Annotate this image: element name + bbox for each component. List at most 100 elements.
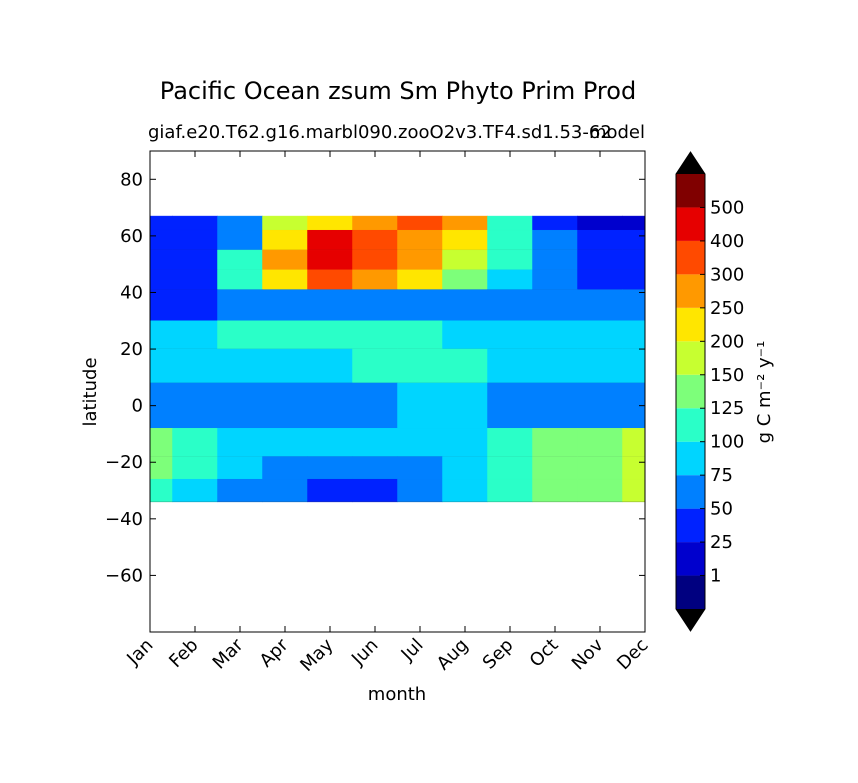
heatmap-cell	[307, 478, 353, 503]
heatmap-cell	[487, 348, 533, 384]
colorbar-bin	[676, 408, 705, 442]
y-tick-label: 60	[120, 226, 143, 247]
heatmap-cell	[352, 269, 398, 290]
heatmap-cell	[307, 348, 353, 384]
colorbar-extend-max	[676, 152, 705, 174]
heatmap-cell	[532, 229, 578, 251]
heatmap-cell	[352, 229, 398, 251]
heatmap-cell	[262, 249, 308, 271]
colorbar-label: g C m⁻² y⁻¹	[754, 341, 775, 444]
heatmap-cell	[397, 320, 443, 350]
heatmap-cell	[217, 348, 263, 384]
heatmap-cell	[352, 249, 398, 271]
heatmap-cell	[307, 289, 353, 322]
heatmap-cell	[217, 478, 263, 503]
heatmap-cell	[262, 320, 308, 350]
heatmap-cell	[532, 382, 578, 429]
y-tick-label: 40	[120, 282, 143, 303]
heatmap-cell	[622, 229, 646, 251]
heatmap-cell	[172, 478, 218, 503]
y-tick-label: −20	[105, 452, 143, 473]
heatmap-cell	[262, 229, 308, 251]
heatmap-cell	[622, 456, 646, 480]
heatmap-cell	[577, 382, 623, 429]
heatmap-cell	[622, 478, 646, 503]
heatmap-cell	[487, 269, 533, 290]
colorbar-tick-label: 200	[710, 331, 744, 352]
heatmap-cell	[577, 428, 623, 457]
heatmap-cell	[532, 289, 578, 322]
heatmap-cell	[577, 348, 623, 384]
heatmap-cell	[352, 215, 398, 231]
heatmap-cell	[262, 478, 308, 503]
heatmap-cell	[487, 382, 533, 429]
heatmap-cell	[532, 269, 578, 290]
colorbar-tick-label: 100	[710, 432, 744, 453]
heatmap-cell	[487, 289, 533, 322]
heatmap-cell	[307, 249, 353, 271]
heatmap-cell	[307, 428, 353, 457]
heatmap-cell	[577, 289, 623, 322]
heatmap-cell	[442, 478, 488, 503]
heatmap-cell	[487, 456, 533, 480]
heatmap-cell	[442, 320, 488, 350]
heatmap-cell	[577, 478, 623, 503]
heatmap-cell	[217, 249, 263, 271]
heatmap-cell	[307, 320, 353, 350]
chart-subtitle: giaf.e20.T62.g16.marbl090.zooO2v3.TF4.sd…	[148, 122, 612, 143]
heatmap-cell	[442, 428, 488, 457]
heatmap-cell	[442, 269, 488, 290]
heatmap-cell	[352, 348, 398, 384]
colorbar-bin	[676, 508, 705, 543]
y-tick-label: 0	[132, 396, 143, 417]
heatmap-cell	[397, 215, 443, 231]
colorbar-bin	[676, 174, 705, 208]
heatmap-cell	[577, 229, 623, 251]
heatmap-cell	[217, 382, 263, 429]
colorbar-bin	[676, 575, 705, 609]
colorbar-tick-label: 1	[710, 566, 721, 587]
colorbar-tick-label: 250	[710, 298, 744, 319]
heatmap-cell	[262, 215, 308, 231]
heatmap-cell	[352, 320, 398, 350]
y-tick-label: −40	[105, 509, 143, 530]
heatmap-cell	[172, 215, 218, 231]
heatmap-cell	[172, 229, 218, 251]
colorbar-outline	[675, 151, 706, 632]
heatmap-cell	[487, 229, 533, 251]
heatmap-cell	[172, 320, 218, 350]
heatmap-cell	[532, 456, 578, 480]
heatmap-cell	[397, 348, 443, 384]
colorbar-tick-label: 150	[710, 365, 744, 386]
colorbar-tick-label: 50	[710, 499, 733, 520]
heatmap-cell	[217, 456, 263, 480]
heatmap-cell	[622, 269, 646, 290]
heatmap-cell	[352, 382, 398, 429]
heatmap-cell	[217, 428, 263, 457]
colorbar-bin	[676, 475, 705, 509]
colorbar-tick-label: 400	[710, 231, 744, 252]
heatmap-cell	[217, 269, 263, 290]
y-tick-label: −60	[105, 565, 143, 586]
heatmap-cell	[622, 348, 646, 384]
heatmap-cell	[532, 249, 578, 271]
heatmap-cell	[149, 428, 173, 457]
heatmap-cell	[307, 269, 353, 290]
colorbar-extend-min	[676, 609, 705, 631]
heatmap-cell	[172, 428, 218, 457]
heatmap-cell	[532, 478, 578, 503]
y-tick-label: 20	[120, 339, 143, 360]
heatmap-cell	[149, 229, 173, 251]
heatmap-cell	[172, 269, 218, 290]
heatmap-cell	[262, 269, 308, 290]
heatmap-cell	[172, 289, 218, 322]
heatmap-cell	[442, 456, 488, 480]
plot-frame	[149, 150, 646, 633]
heatmap-cell	[442, 348, 488, 384]
heatmap-cell	[217, 215, 263, 231]
heatmap-cell	[577, 320, 623, 350]
colorbar-bin	[676, 542, 705, 576]
chart-subtitle-right: model	[589, 122, 645, 143]
colorbar-bin	[676, 207, 705, 241]
